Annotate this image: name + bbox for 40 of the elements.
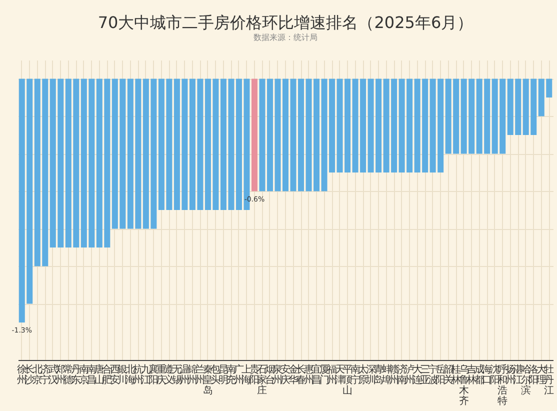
- x-tick-label: 烟台: [264, 364, 275, 386]
- x-tick-label: 杭州: [132, 364, 144, 386]
- x-tick-label: 泸州: [404, 364, 415, 386]
- x-tick-label: 兰州: [195, 364, 206, 386]
- x-tick-label: 石家庄: [257, 364, 268, 396]
- x-tick-label: 九江: [140, 364, 151, 386]
- x-tick-label: 宁波: [428, 364, 438, 386]
- x-tick-label: 大连: [412, 364, 422, 386]
- x-tick-label: 襄阳: [148, 364, 159, 386]
- x-tick-label: 金华: [288, 364, 298, 386]
- chart-subtitle: 数据来源：统计局: [254, 33, 318, 42]
- x-tick-label: 遵义: [164, 364, 174, 386]
- x-tick-label: 哈尔滨: [520, 364, 531, 396]
- x-tick-label: 太原: [358, 364, 368, 386]
- x-tick-label: 包头: [210, 364, 221, 386]
- x-tick-label: 秦皇岛: [202, 364, 213, 396]
- x-tick-label: 重庆: [156, 364, 166, 386]
- x-tick-label: 济南: [396, 364, 407, 386]
- x-tick-label: 广州: [234, 364, 244, 386]
- x-tick-label: 平顶山: [342, 364, 353, 396]
- x-tick-label: 牡丹江: [544, 364, 554, 396]
- x-tick-label: 湛江: [513, 364, 524, 386]
- x-tick-label: 大理: [536, 364, 546, 386]
- x-tick-label: 岳阳: [436, 364, 446, 386]
- x-tick-label: 洛阳: [528, 364, 539, 386]
- x-tick-label: 呼和浩特: [498, 364, 508, 407]
- x-tick-label: 贵阳: [249, 364, 260, 386]
- x-tick-label: 成都: [474, 364, 484, 386]
- x-tick-label: 上海: [242, 364, 252, 386]
- x-tick-label: 福州: [327, 364, 338, 386]
- x-tick-label: 三亚: [420, 364, 430, 386]
- x-tick-label: 赣州: [389, 364, 400, 386]
- x-tick-label: 宜昌: [312, 364, 322, 386]
- x-tick-label: 泉州: [272, 364, 283, 386]
- x-tick-label: 沈阳: [490, 364, 500, 386]
- x-tick-label: 南充: [226, 364, 236, 386]
- chart-title: 70大中城市二手房价格环比增速排名（2025年6月）: [98, 13, 474, 32]
- x-tick-label: 安庆: [280, 364, 290, 386]
- x-tick-label: 南宁: [350, 364, 360, 386]
- x-tick-label: 昆明: [218, 364, 228, 386]
